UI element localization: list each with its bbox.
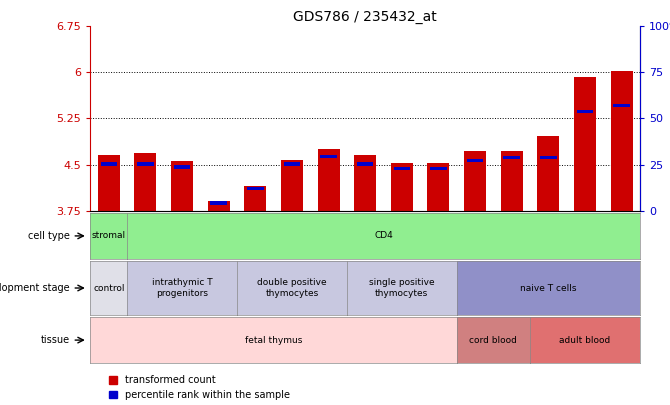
Bar <box>537 136 559 211</box>
Text: naive T cells: naive T cells <box>520 284 576 292</box>
Bar <box>283 162 300 166</box>
Bar <box>174 165 190 168</box>
Bar <box>98 155 120 211</box>
Bar <box>247 187 263 190</box>
Bar <box>430 167 447 171</box>
Bar <box>610 71 632 211</box>
Text: development stage: development stage <box>0 283 70 293</box>
Bar <box>318 149 340 211</box>
Legend: transformed count, percentile rank within the sample: transformed count, percentile rank withi… <box>109 375 290 400</box>
Bar <box>354 155 376 211</box>
Bar <box>464 151 486 211</box>
Text: stromal: stromal <box>92 231 126 241</box>
Bar <box>210 201 227 205</box>
Text: tissue: tissue <box>40 335 70 345</box>
Bar <box>171 162 193 211</box>
Text: cord blood: cord blood <box>470 336 517 345</box>
Text: intrathymic T
progenitors: intrathymic T progenitors <box>151 278 212 298</box>
Bar <box>467 159 483 162</box>
Text: adult blood: adult blood <box>559 336 610 345</box>
Bar <box>245 186 266 211</box>
Bar <box>503 156 520 160</box>
Text: fetal thymus: fetal thymus <box>245 336 302 345</box>
Title: GDS786 / 235432_at: GDS786 / 235432_at <box>293 10 437 24</box>
Bar <box>391 163 413 211</box>
Bar <box>540 156 557 160</box>
Bar <box>137 162 153 166</box>
Bar <box>208 201 230 211</box>
Text: cell type: cell type <box>27 231 70 241</box>
Bar <box>100 162 117 166</box>
Bar <box>574 77 596 211</box>
Bar <box>613 104 630 107</box>
Bar <box>281 160 303 211</box>
Bar <box>357 162 373 166</box>
Bar <box>135 153 156 211</box>
Text: double positive
thymocytes: double positive thymocytes <box>257 278 327 298</box>
Bar <box>577 110 593 113</box>
Text: control: control <box>93 284 125 292</box>
Text: CD4: CD4 <box>374 231 393 241</box>
Bar <box>320 155 337 158</box>
Text: single positive
thymocytes: single positive thymocytes <box>369 278 435 298</box>
Bar <box>427 163 450 211</box>
Bar <box>500 151 523 211</box>
Bar <box>393 167 410 171</box>
